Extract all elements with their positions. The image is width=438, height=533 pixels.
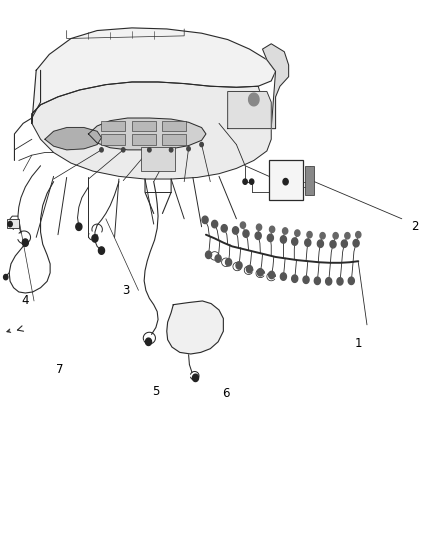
- Polygon shape: [292, 275, 298, 282]
- Polygon shape: [325, 278, 332, 285]
- Polygon shape: [341, 240, 347, 247]
- Text: 7: 7: [57, 364, 64, 376]
- Polygon shape: [8, 221, 12, 227]
- Polygon shape: [202, 216, 208, 223]
- Polygon shape: [314, 277, 321, 285]
- Polygon shape: [353, 239, 359, 247]
- Text: 4: 4: [21, 294, 29, 308]
- Polygon shape: [148, 148, 151, 152]
- Polygon shape: [295, 230, 300, 236]
- Bar: [132, 134, 156, 144]
- Polygon shape: [348, 277, 354, 285]
- Polygon shape: [212, 220, 218, 228]
- Polygon shape: [228, 92, 271, 128]
- Polygon shape: [32, 82, 271, 179]
- Polygon shape: [307, 231, 312, 238]
- Text: 1: 1: [354, 337, 362, 350]
- Bar: [132, 120, 156, 131]
- Polygon shape: [247, 265, 253, 273]
- Polygon shape: [283, 228, 288, 234]
- Polygon shape: [250, 179, 254, 184]
- Polygon shape: [303, 276, 309, 284]
- Polygon shape: [88, 118, 206, 150]
- Polygon shape: [240, 222, 246, 228]
- Text: 2: 2: [411, 220, 419, 233]
- Polygon shape: [121, 148, 125, 152]
- Polygon shape: [32, 28, 276, 123]
- Bar: [162, 134, 186, 144]
- Polygon shape: [256, 224, 261, 230]
- Polygon shape: [170, 148, 173, 152]
- Polygon shape: [187, 147, 190, 151]
- Polygon shape: [280, 273, 286, 280]
- Polygon shape: [76, 223, 82, 230]
- Polygon shape: [257, 269, 263, 276]
- Polygon shape: [345, 232, 350, 239]
- Polygon shape: [330, 240, 336, 248]
- Polygon shape: [243, 230, 249, 237]
- Bar: [102, 120, 125, 131]
- Polygon shape: [45, 127, 102, 150]
- Polygon shape: [292, 238, 298, 245]
- Polygon shape: [145, 338, 152, 345]
- Polygon shape: [92, 235, 98, 242]
- Bar: [141, 147, 176, 171]
- Polygon shape: [267, 234, 273, 241]
- Polygon shape: [215, 255, 221, 262]
- Polygon shape: [192, 374, 198, 382]
- Polygon shape: [249, 93, 259, 106]
- Text: 6: 6: [222, 387, 229, 400]
- Polygon shape: [200, 142, 203, 147]
- Polygon shape: [233, 227, 239, 234]
- Bar: [7, 219, 19, 228]
- Polygon shape: [167, 301, 223, 354]
- Polygon shape: [305, 239, 311, 246]
- Polygon shape: [4, 274, 8, 280]
- Polygon shape: [318, 240, 323, 247]
- Bar: [162, 120, 186, 131]
- Bar: [102, 134, 125, 144]
- Polygon shape: [337, 278, 343, 285]
- Polygon shape: [221, 224, 227, 232]
- Polygon shape: [269, 226, 275, 232]
- Polygon shape: [236, 262, 242, 269]
- Text: 5: 5: [152, 385, 159, 398]
- Bar: [305, 166, 314, 195]
- Text: 3: 3: [122, 284, 129, 297]
- Polygon shape: [243, 179, 247, 184]
- Polygon shape: [99, 247, 105, 254]
- Polygon shape: [283, 179, 288, 185]
- Polygon shape: [262, 44, 289, 128]
- Polygon shape: [226, 259, 232, 266]
- Polygon shape: [22, 239, 28, 246]
- Polygon shape: [255, 232, 261, 239]
- Polygon shape: [356, 231, 361, 238]
- Polygon shape: [280, 236, 286, 243]
- Polygon shape: [100, 148, 103, 152]
- Polygon shape: [333, 232, 338, 239]
- Polygon shape: [268, 271, 275, 279]
- Polygon shape: [320, 232, 325, 239]
- Polygon shape: [205, 251, 212, 259]
- Bar: [269, 160, 303, 200]
